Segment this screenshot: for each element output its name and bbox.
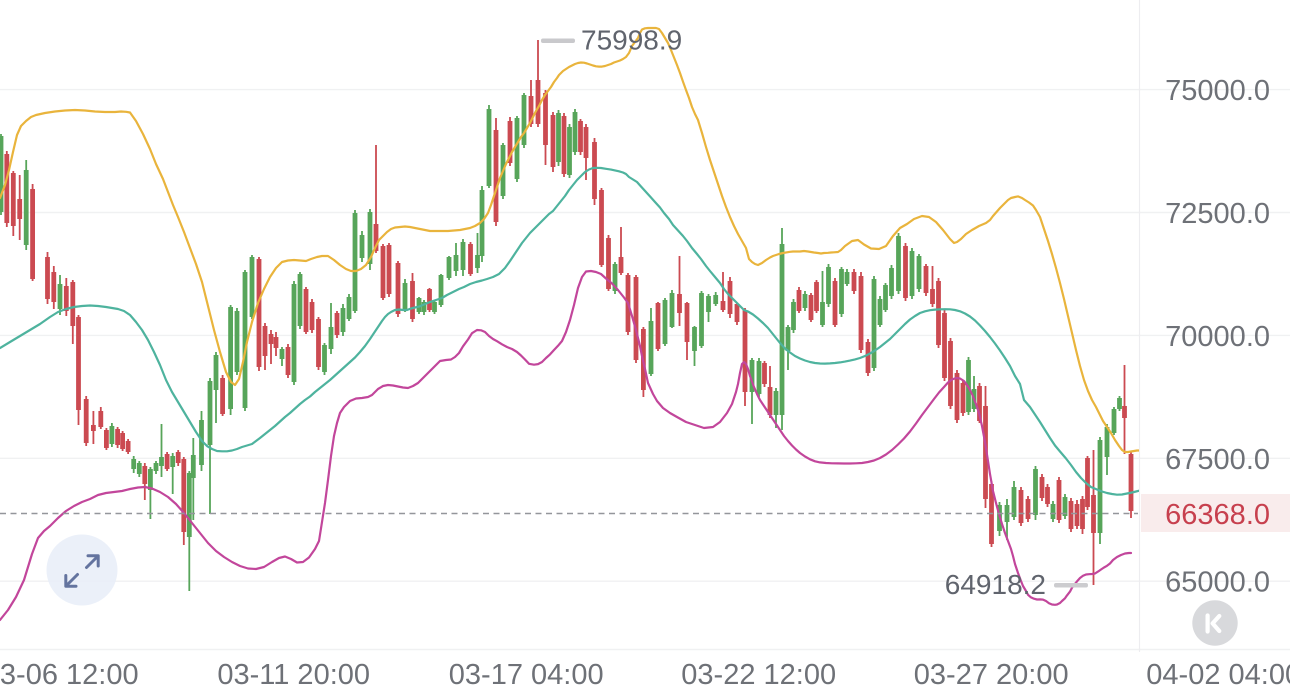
svg-text:75000.0: 75000.0 xyxy=(1165,75,1270,107)
svg-text:64918.2: 64918.2 xyxy=(945,569,1046,600)
svg-text:65000.0: 65000.0 xyxy=(1165,567,1270,599)
svg-text:70000.0: 70000.0 xyxy=(1165,321,1270,353)
svg-text:03-22 12:00: 03-22 12:00 xyxy=(681,659,836,691)
svg-text:04-02 04:00: 04-02 04:00 xyxy=(1146,659,1290,691)
svg-text:03-17 04:00: 03-17 04:00 xyxy=(449,659,604,691)
svg-text:67500.0: 67500.0 xyxy=(1165,444,1270,476)
svg-text:03-06 12:00: 03-06 12:00 xyxy=(0,659,139,691)
svg-text:75998.9: 75998.9 xyxy=(581,25,682,56)
svg-text:66368.0: 66368.0 xyxy=(1165,499,1270,531)
svg-text:03-11 20:00: 03-11 20:00 xyxy=(217,659,370,691)
svg-text:03-27 20:00: 03-27 20:00 xyxy=(914,659,1069,691)
svg-text:72500.0: 72500.0 xyxy=(1165,198,1270,230)
